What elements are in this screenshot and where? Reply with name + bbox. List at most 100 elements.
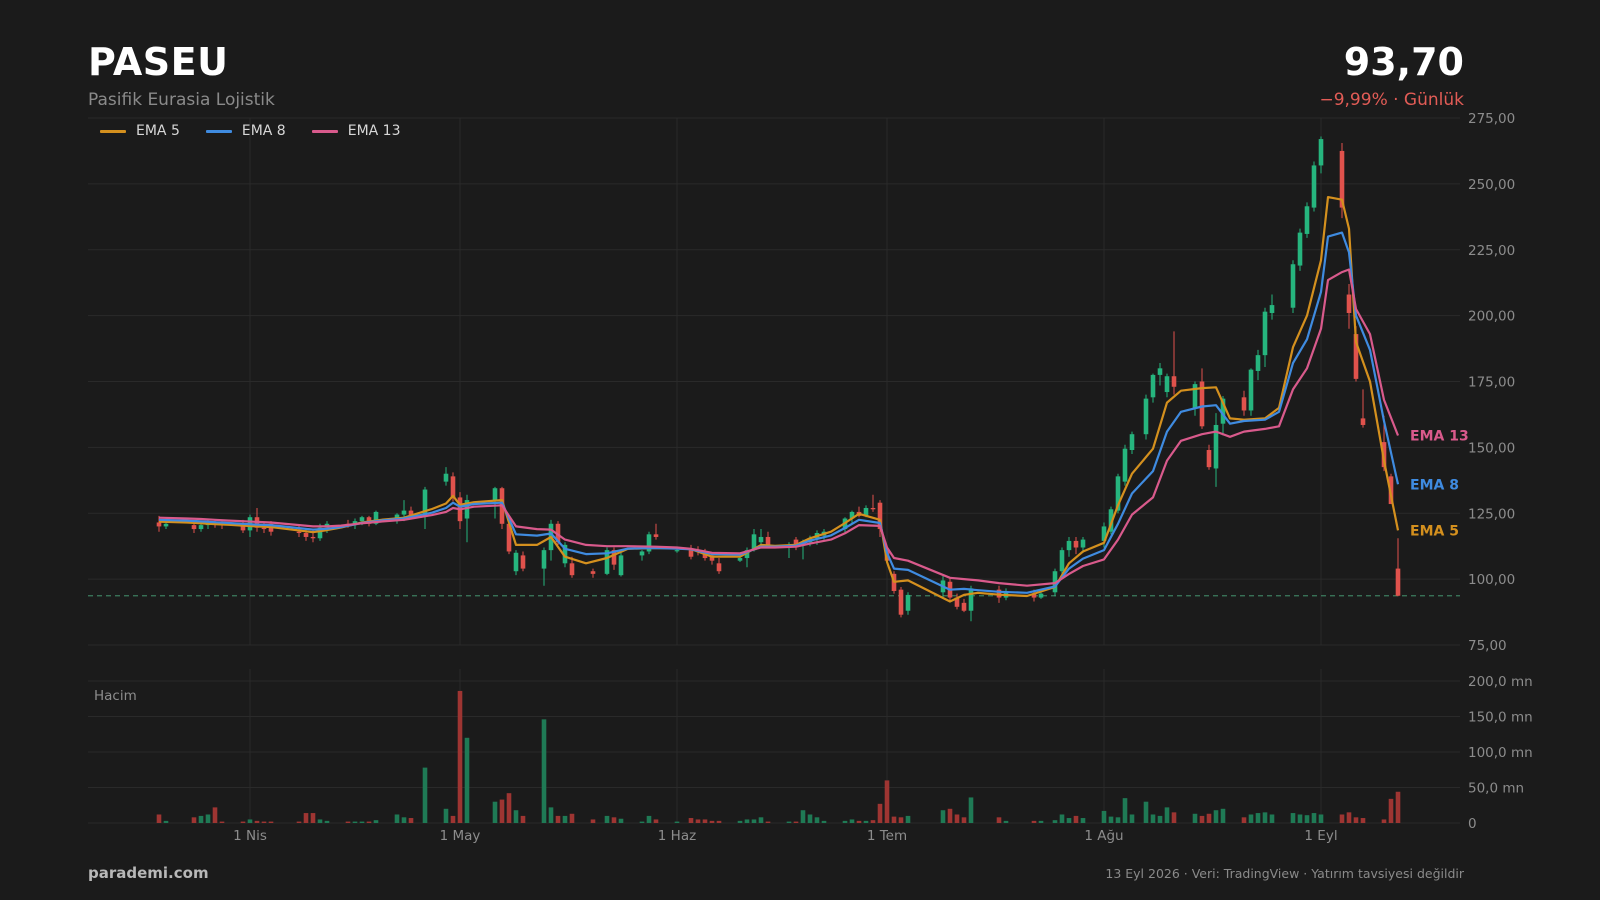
candle-body (1157, 368, 1163, 375)
volume-bar (562, 815, 568, 823)
price-tick-label: 250,00 (1468, 177, 1515, 193)
candle-body (310, 536, 316, 539)
price-tick-label: 150,00 (1468, 440, 1515, 456)
candle-body (1220, 398, 1226, 424)
legend-label: EMA 13 (347, 123, 401, 139)
legend-item-ema-8: EMA 8 (205, 123, 286, 139)
candle-body (555, 523, 561, 543)
candle-body (198, 525, 204, 530)
ema-end-label: EMA 13 (1410, 429, 1469, 445)
volume-bar (1318, 814, 1324, 823)
volume-bar (520, 815, 526, 823)
volume-bar (1248, 814, 1254, 823)
candle-body (1241, 397, 1247, 411)
volume-bar (366, 821, 372, 823)
volume-bar (905, 815, 911, 823)
volume-bar (611, 817, 617, 823)
volume-bar (1171, 812, 1177, 823)
candle-body (1269, 305, 1275, 313)
volume-bar (1199, 815, 1205, 823)
candle-body (1108, 509, 1114, 532)
volume-bar (884, 780, 890, 823)
candle-body (408, 510, 414, 516)
volume-bar (499, 799, 505, 823)
candle-body (737, 558, 743, 561)
volume-bar (1220, 808, 1226, 823)
candle-body (450, 476, 456, 498)
volume-bar (513, 810, 519, 823)
volume-bar (219, 821, 225, 823)
candle-body (1150, 374, 1156, 398)
candle-body (639, 551, 645, 556)
volume-bar (268, 821, 274, 823)
volume-bar (765, 821, 771, 823)
volume-bar (569, 813, 575, 823)
candle-body (758, 536, 764, 543)
candle-body (1304, 206, 1310, 234)
volume-bar (555, 815, 561, 823)
volume-bar (1150, 814, 1156, 823)
volume-bar (1290, 813, 1296, 823)
volume-bar (702, 819, 708, 823)
candle-body (1213, 424, 1219, 469)
volume-bar (1269, 814, 1275, 823)
volume-bar (247, 819, 253, 823)
candle-body (954, 597, 960, 607)
candle-body (618, 555, 624, 576)
candle-body (653, 534, 659, 537)
volume-bar (457, 690, 463, 823)
volume-bar (205, 814, 211, 823)
volume-tick-label: 100,0 mn (1468, 745, 1533, 761)
candle-body (793, 539, 799, 548)
volume-bar (548, 807, 554, 823)
candle-body (1353, 334, 1359, 379)
candle-body (373, 511, 379, 524)
volume-bar (709, 820, 715, 823)
volume-bar (464, 737, 470, 823)
candle-body (646, 534, 652, 552)
volume-bar (653, 819, 659, 823)
candle-body (1262, 311, 1268, 356)
volume-bar (1255, 813, 1261, 823)
candle-body (751, 534, 757, 551)
volume-bar (807, 814, 813, 823)
volume-bar (1143, 801, 1149, 823)
volume-bar (1262, 812, 1268, 823)
candle-body (1059, 550, 1065, 572)
volume-bar (492, 801, 498, 823)
candle-body (1164, 376, 1170, 393)
volume-bar (303, 813, 309, 823)
candle-body (1297, 232, 1303, 266)
candle-body (1080, 539, 1086, 548)
volume-bar (961, 817, 967, 823)
volume-bar (716, 820, 722, 823)
candle-body (898, 589, 904, 615)
candle-body (968, 588, 974, 611)
volume-bar (1066, 818, 1072, 823)
axes: 75,00 100,00 125,00 150,00 175,00 200,00 225,0… (233, 111, 1533, 844)
candle-body (1346, 294, 1352, 313)
volume-bar (1353, 817, 1359, 823)
volume-bar (891, 816, 897, 823)
volume-bar (254, 820, 260, 823)
candle-body (877, 502, 883, 530)
candle-body (863, 507, 869, 516)
volume-bar (751, 819, 757, 823)
candle-body (611, 550, 617, 565)
time-tick-label: 1 Nis (233, 828, 267, 844)
volume-bar (443, 808, 449, 823)
volume-bar (408, 818, 414, 823)
volume-bar (1108, 816, 1114, 823)
volume-bar (296, 821, 302, 823)
volume-bar (786, 821, 792, 823)
time-tick-label: 1 Ağu (1084, 828, 1123, 844)
volume-bar (156, 814, 162, 823)
volume-bar (590, 819, 596, 823)
price-tick-label: 100,00 (1468, 572, 1515, 588)
volume-bar (1157, 815, 1163, 823)
candle-body (1031, 593, 1037, 598)
volume-bar (968, 797, 974, 823)
volume-bar (1241, 817, 1247, 823)
candle-body (765, 536, 771, 545)
